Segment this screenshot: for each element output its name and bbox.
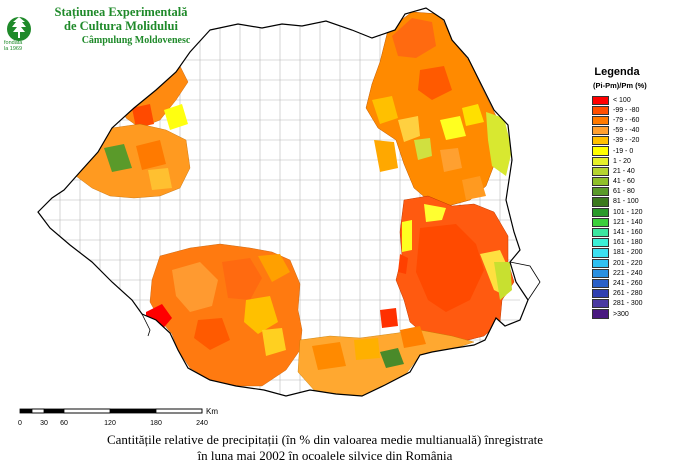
legend-swatch — [592, 309, 609, 319]
legend-items: < 100 -99 - -80 -79 - -60 -59 - -40 -39 - -2… — [585, 95, 671, 319]
legend-item: 61 - 80 — [585, 187, 671, 197]
legend-item: 141 - 160 — [585, 227, 671, 238]
legend-swatch — [592, 278, 609, 289]
legend-swatch — [592, 177, 609, 187]
map-caption: Cantitățile relative de precipitații (în… — [80, 432, 570, 464]
legend-label: 201 - 220 — [613, 259, 643, 267]
legend-label: 121 - 140 — [613, 218, 643, 226]
legend-swatch — [592, 156, 609, 166]
logo-sub-line1: fondată — [4, 40, 23, 46]
legend-item: 121 - 140 — [585, 217, 671, 227]
organization-title: Stațiunea Experimentală de Cultura Molid… — [36, 5, 206, 49]
legend-label: 61 - 80 — [613, 188, 635, 196]
scale-bar: Km 0 30 60 120 180 240 — [18, 407, 218, 427]
legend-swatch — [592, 217, 609, 227]
caption-line-2: în luna mai 2002 în ocoalele silvice din… — [197, 448, 453, 463]
legend-label: -99 - -80 — [613, 106, 640, 114]
legend-swatch — [592, 105, 609, 115]
legend-swatch — [592, 268, 609, 278]
legend-item: 261 - 280 — [585, 289, 671, 299]
legend-label: -59 - -40 — [613, 127, 640, 135]
legend-title: Legenda — [594, 66, 640, 78]
legend-item: 41 - 60 — [585, 177, 671, 187]
legend-item: < 100 — [585, 95, 671, 105]
legend-item: 181 - 200 — [585, 248, 671, 258]
legend-swatch — [592, 289, 609, 299]
legend-item: -19 - 0 — [585, 146, 671, 156]
legend-swatch — [592, 187, 609, 197]
legend-swatch — [592, 146, 609, 156]
legend-item: 281 - 300 — [585, 299, 671, 309]
scale-unit: Km — [206, 407, 218, 416]
legend-swatch — [592, 299, 609, 309]
legend-swatch — [592, 115, 609, 126]
caption-line-1: Cantitățile relative de precipitații (în… — [106, 432, 544, 447]
legend-item: -59 - -40 — [585, 126, 671, 136]
legend-swatch — [592, 197, 609, 207]
legend-item: 81 - 100 — [585, 197, 671, 207]
legend-label: -79 - -60 — [613, 116, 640, 124]
map-legend: Legenda (Pi-Pm)/Pm (%) < 100 -99 - -80 -79… — [585, 66, 671, 319]
legend-swatch — [592, 95, 609, 105]
scale-tick-60: 60 — [60, 420, 68, 427]
legend-label: 241 - 260 — [613, 279, 643, 287]
legend-item: 161 - 180 — [585, 238, 671, 248]
legend-item: -79 - -60 — [585, 115, 671, 126]
legend-label: 81 - 100 — [613, 198, 639, 206]
org-line-2: de Cultura Molidului — [64, 19, 178, 33]
legend-label: 141 - 160 — [613, 229, 643, 237]
legend-label: 281 - 300 — [613, 300, 643, 308]
logo-subtitle: fondată la 1969 — [4, 40, 22, 52]
legend-item: 1 - 20 — [585, 156, 671, 166]
scale-tick-0: 0 — [18, 420, 22, 427]
legend-label: 261 - 280 — [613, 290, 643, 298]
legend-item: 101 - 120 — [585, 207, 671, 217]
legend-label: >300 — [613, 310, 629, 318]
legend-item: -99 - -80 — [585, 105, 671, 115]
legend-item: 241 - 260 — [585, 278, 671, 289]
scale-tick-240: 240 — [196, 420, 208, 427]
legend-item: 21 - 40 — [585, 166, 671, 176]
legend-label: 161 - 180 — [613, 239, 643, 247]
legend-label: 1 - 20 — [613, 157, 631, 165]
legend-label: 221 - 240 — [613, 269, 643, 277]
legend-label: < 100 — [613, 96, 631, 104]
legend-item: -39 - -20 — [585, 136, 671, 146]
legend-label: -39 - -20 — [613, 137, 640, 145]
scale-tick-30: 30 — [40, 420, 48, 427]
org-line-3: Câmpulung Moldovenesc — [81, 35, 191, 46]
legend-swatch — [592, 258, 609, 268]
legend-label: 21 - 40 — [613, 167, 635, 175]
legend-label: -19 - 0 — [613, 147, 634, 155]
legend-swatch — [592, 227, 609, 238]
legend-label: 181 - 200 — [613, 249, 643, 257]
legend-swatch — [592, 207, 609, 217]
legend-item: >300 — [585, 309, 671, 319]
legend-swatch — [592, 136, 609, 146]
legend-label: 41 - 60 — [613, 178, 635, 186]
legend-swatch — [592, 248, 609, 258]
legend-swatch — [592, 238, 609, 248]
legend-swatch — [592, 166, 609, 176]
logo-sub-line2: la 1969 — [4, 46, 23, 52]
legend-swatch — [592, 126, 609, 136]
legend-item: 221 - 240 — [585, 268, 671, 278]
legend-subtitle: (Pi-Pm)/Pm (%) — [593, 81, 647, 90]
scale-segments — [19, 408, 203, 414]
legend-item: 201 - 220 — [585, 258, 671, 268]
station-logo-icon — [7, 17, 31, 41]
scale-tick-120: 120 — [104, 420, 116, 427]
org-line-1: Stațiunea Experimentală — [54, 5, 188, 19]
scale-tick-180: 180 — [150, 420, 162, 427]
legend-label: 101 - 120 — [613, 208, 643, 216]
